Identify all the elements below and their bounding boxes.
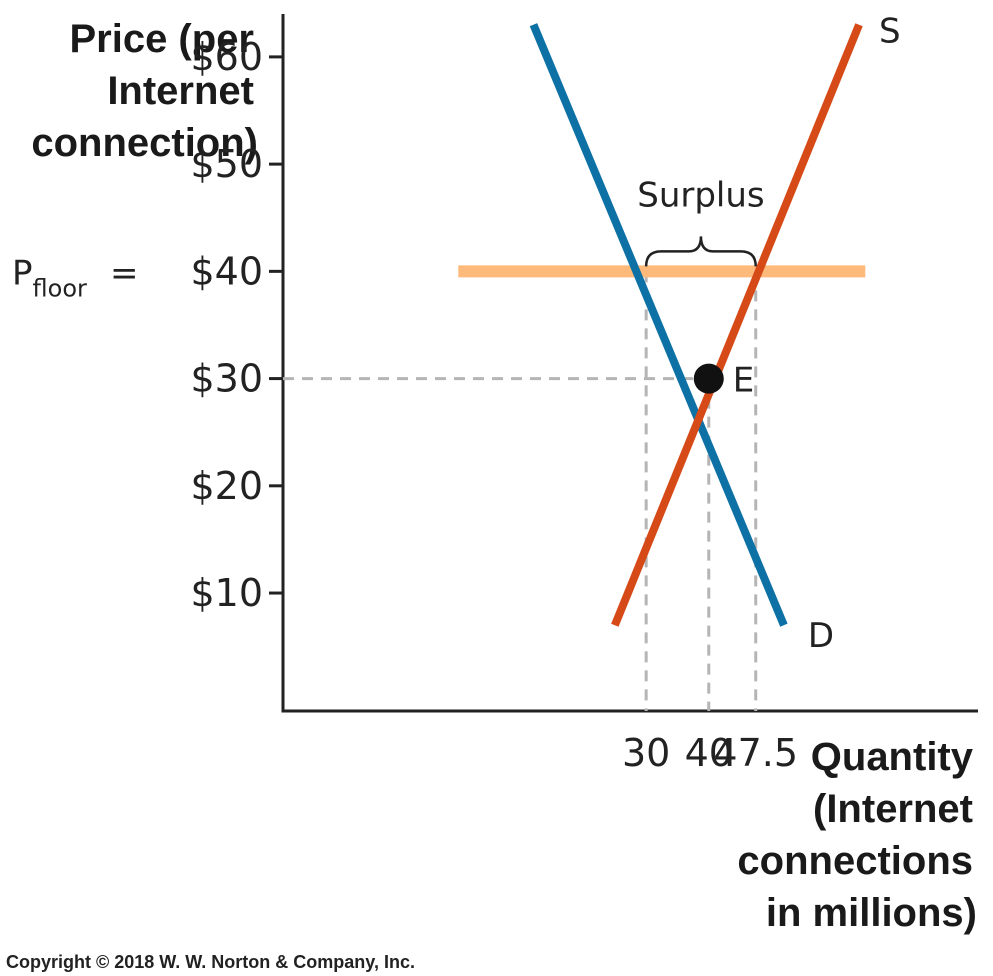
price-floor-label: Pfloor <box>12 253 87 302</box>
x-tick-label: 47.5 <box>713 731 798 775</box>
y-tick-label: $30 <box>190 357 263 401</box>
x-axis-label-line: (Internet <box>813 787 973 831</box>
x-axis-label-line: in millions) <box>766 891 977 935</box>
y-tick-label: $50 <box>190 142 263 186</box>
y-axis-label-line: Price (per <box>69 17 254 61</box>
y-tick-label: $60 <box>190 35 263 79</box>
x-axis-label-line: connections <box>737 839 973 883</box>
supply-curve <box>611 23 863 627</box>
price-floor-label-main: P <box>12 253 33 293</box>
y-axis-label: Price (per Internet connection) <box>31 17 258 165</box>
x-axis-label: Quantity (Internet connections in millio… <box>737 735 977 935</box>
copyright-notice: Copyright © 2018 W. W. Norton & Company,… <box>6 952 415 972</box>
y-tick-label: $40 <box>190 249 263 293</box>
surplus-label: Surplus <box>637 175 764 215</box>
x-tick-label: 40 <box>685 731 733 775</box>
demand-curve <box>529 23 788 627</box>
surplus-brace <box>644 236 757 267</box>
x-tick-label: 30 <box>622 731 670 775</box>
equilibrium-point <box>693 363 724 394</box>
price-floor-equals: = <box>110 253 139 293</box>
y-tick-label: $20 <box>190 464 263 508</box>
supply-curve-label: S <box>879 12 901 52</box>
y-axis-label-line: Internet <box>107 69 254 113</box>
demand-curve-label: D <box>808 616 834 656</box>
y-tick-label: $10 <box>190 571 263 615</box>
y-axis-label-line: connection) <box>31 121 258 165</box>
x-axis-label-line: Quantity <box>811 735 974 779</box>
equilibrium-label: E <box>733 361 754 401</box>
price-floor-label-sub: floor <box>33 274 87 302</box>
